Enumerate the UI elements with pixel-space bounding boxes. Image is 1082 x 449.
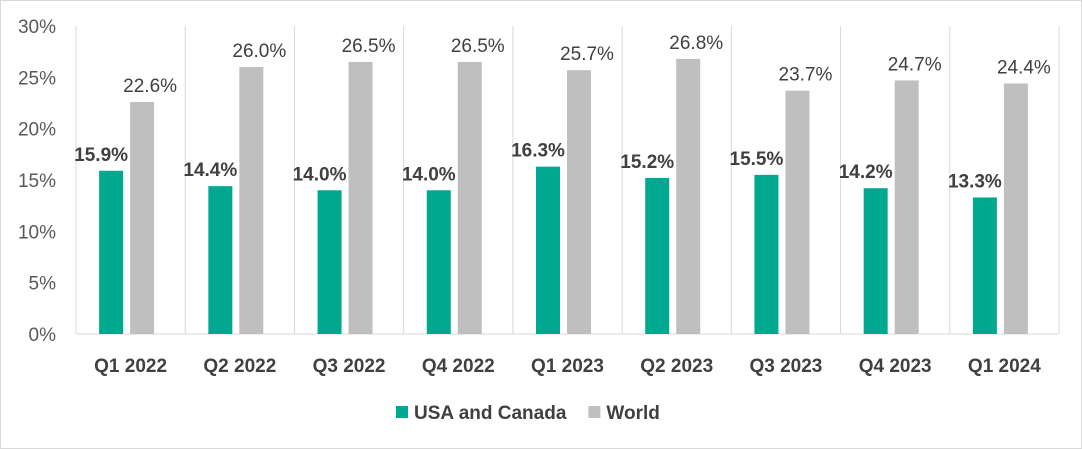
bar-world bbox=[348, 61, 373, 334]
bar-world bbox=[239, 67, 264, 335]
data-label-usa-canada: 13.3% bbox=[948, 171, 1002, 192]
x-tick-label: Q3 2022 bbox=[313, 356, 386, 377]
y-tick-label: 20% bbox=[18, 120, 56, 141]
bar-world bbox=[130, 101, 155, 335]
data-label-world: 22.6% bbox=[123, 76, 177, 97]
bar-world bbox=[785, 90, 810, 335]
data-label-world: 26.5% bbox=[342, 36, 396, 57]
legend-label-usa-canada: USA and Canada bbox=[414, 403, 567, 424]
x-tick-label: Q4 2023 bbox=[859, 356, 932, 377]
data-label-world: 23.7% bbox=[779, 65, 833, 86]
x-tick-label: Q3 2023 bbox=[749, 356, 822, 377]
bar-usa-canada bbox=[863, 188, 888, 334]
x-tick-label: Q4 2022 bbox=[422, 356, 495, 377]
data-label-usa-canada: 14.0% bbox=[293, 164, 347, 185]
y-tick-label: 15% bbox=[18, 171, 56, 192]
data-label-usa-canada: 15.2% bbox=[620, 152, 674, 173]
legend-swatch-world bbox=[588, 406, 601, 418]
data-label-usa-canada: 15.5% bbox=[730, 149, 784, 170]
bar-usa-canada bbox=[99, 170, 124, 334]
y-tick-label: 30% bbox=[18, 17, 56, 38]
legend-swatch-usa-canada bbox=[396, 406, 408, 418]
data-label-usa-canada: 14.4% bbox=[183, 160, 237, 181]
data-label-world: 26.0% bbox=[232, 41, 286, 62]
data-label-world: 26.5% bbox=[451, 36, 505, 57]
bar-usa-canada bbox=[317, 190, 342, 334]
x-tick-label: Q2 2023 bbox=[640, 356, 713, 377]
data-label-usa-canada: 16.3% bbox=[511, 141, 565, 162]
x-tick-label: Q2 2022 bbox=[203, 356, 276, 377]
bar-usa-canada bbox=[208, 186, 233, 334]
bar-world bbox=[894, 80, 919, 334]
x-tick-label: Q1 2024 bbox=[968, 356, 1041, 377]
bar-world bbox=[457, 61, 482, 334]
x-tick-label: Q1 2022 bbox=[94, 356, 167, 377]
data-label-usa-canada: 14.0% bbox=[402, 164, 456, 185]
bar-usa-canada bbox=[972, 197, 997, 334]
bar-usa-canada bbox=[645, 177, 670, 334]
bar-usa-canada bbox=[536, 166, 560, 334]
data-label-world: 24.4% bbox=[997, 57, 1051, 78]
data-label-usa-canada: 15.9% bbox=[74, 145, 128, 166]
legend-label-world: World bbox=[606, 403, 659, 424]
y-tick-label: 10% bbox=[18, 222, 56, 243]
bar-world bbox=[1003, 83, 1028, 334]
data-label-world: 24.7% bbox=[888, 54, 942, 75]
bar-world bbox=[567, 70, 591, 334]
x-tick-label: Q1 2023 bbox=[531, 356, 604, 377]
bar-usa-canada bbox=[754, 174, 779, 334]
y-tick-label: 5% bbox=[29, 274, 57, 295]
data-label-usa-canada: 14.2% bbox=[839, 162, 893, 183]
y-tick-label: 25% bbox=[18, 68, 56, 89]
data-label-world: 25.7% bbox=[560, 44, 614, 65]
data-label-world: 26.8% bbox=[669, 33, 723, 54]
bar-usa-canada bbox=[426, 190, 451, 334]
bar-world bbox=[676, 58, 701, 334]
y-tick-label: 0% bbox=[29, 325, 57, 346]
